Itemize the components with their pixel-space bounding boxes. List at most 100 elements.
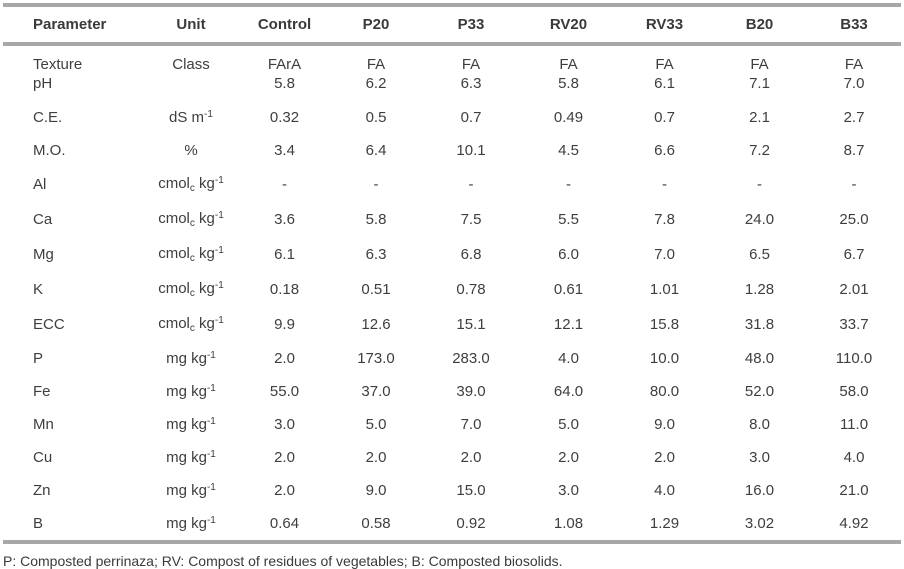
column-header-p20: P20 bbox=[362, 16, 390, 33]
value-cell-b33: - bbox=[851, 176, 857, 193]
parameter-cell: pH bbox=[33, 75, 53, 92]
column-header-b33: B33 bbox=[840, 16, 868, 33]
unit-superscript: -1 bbox=[214, 245, 224, 256]
value-cell-b33: FA bbox=[844, 56, 864, 73]
value-cell-b20: - bbox=[757, 176, 762, 193]
value-cell-control: 2.0 bbox=[274, 449, 295, 466]
value-cell-rv20: 12.1 bbox=[553, 316, 584, 333]
value-cell-p20: 0.51 bbox=[361, 281, 391, 298]
value-cell-b20: 6.5 bbox=[749, 246, 770, 263]
value-cell-b33: 11.0 bbox=[839, 416, 869, 433]
column-header-b20: B20 bbox=[745, 16, 774, 33]
value-cell-p33: 7.5 bbox=[460, 211, 482, 228]
value-cell-p20: 6.3 bbox=[365, 246, 387, 263]
value-cell-control: - bbox=[282, 176, 287, 193]
value-cell-rv33: 4.0 bbox=[654, 482, 675, 499]
value-cell-rv20: 5.0 bbox=[558, 416, 579, 433]
value-cell-b20: 24.0 bbox=[744, 211, 775, 228]
value-cell-p20: 0.5 bbox=[365, 109, 387, 126]
table-row-cu: Cu mg kg-1 2.0 2.0 2.0 2.0 2.0 3.0 4.0 bbox=[3, 441, 901, 474]
value-cell-rv20: 5.8 bbox=[558, 75, 579, 92]
unit-superscript: -1 bbox=[206, 383, 216, 394]
value-cell-rv20: 3.0 bbox=[558, 482, 579, 499]
value-cell-p33: 6.3 bbox=[460, 75, 482, 92]
parameter-cell: Mn bbox=[33, 416, 54, 433]
unit-subscript: c bbox=[189, 288, 195, 299]
value-cell-p20: 6.2 bbox=[365, 75, 387, 92]
value-cell-rv33: 1.29 bbox=[649, 515, 680, 532]
value-cell-p20: 9.0 bbox=[365, 482, 387, 499]
table-row-texture: Texture Class FArA FA FA FA FA FA FA bbox=[3, 44, 901, 74]
unit-superscript: -1 bbox=[206, 515, 216, 526]
value-cell-control: 9.9 bbox=[274, 316, 295, 333]
value-cell-b33: 4.92 bbox=[839, 515, 869, 532]
value-cell-b33: 8.7 bbox=[843, 142, 865, 159]
value-cell-b33: 2.7 bbox=[843, 109, 865, 126]
table-row-fe: Fe mg kg-1 55.0 37.0 39.0 64.0 80.0 52.0 58.0 bbox=[3, 375, 901, 408]
value-cell-p33: 2.0 bbox=[460, 449, 482, 466]
column-header-rv33: RV33 bbox=[645, 16, 684, 33]
value-cell-b20: 7.1 bbox=[749, 75, 770, 92]
table-header: Parameter Unit Control P20 P33 RV20 RV33 B20 B33 bbox=[3, 5, 901, 44]
unit-cell: cmolc kg-1 bbox=[158, 210, 224, 229]
unit-cell: Class bbox=[172, 56, 210, 73]
value-cell-rv33: 1.01 bbox=[649, 281, 680, 298]
value-cell-b20: 3.0 bbox=[749, 449, 770, 466]
value-cell-control: 55.0 bbox=[269, 383, 300, 400]
value-cell-rv33: - bbox=[662, 176, 667, 193]
value-cell-rv20: 4.0 bbox=[558, 350, 579, 367]
value-cell-rv20: 6.0 bbox=[558, 246, 579, 263]
value-cell-p20: 37.0 bbox=[361, 383, 391, 400]
value-cell-p33: FA bbox=[461, 56, 481, 73]
unit-cell bbox=[143, 74, 239, 101]
value-cell-p20: 0.58 bbox=[361, 515, 391, 532]
table-row-ecc: ECC cmolc kg-1 9.9 12.6 15.1 12.1 15.8 31.8 33.7 bbox=[3, 307, 901, 342]
value-cell-b20: 31.8 bbox=[744, 316, 775, 333]
value-cell-p20: 2.0 bbox=[365, 449, 387, 466]
value-cell-p33: 7.0 bbox=[460, 416, 482, 433]
column-header-control: Control bbox=[257, 16, 312, 33]
value-cell-p20: FA bbox=[366, 56, 386, 73]
unit-subscript: c bbox=[189, 218, 195, 229]
value-cell-p20: 5.0 bbox=[365, 416, 387, 433]
value-cell-control: 3.4 bbox=[274, 142, 295, 159]
value-cell-rv33: 80.0 bbox=[649, 383, 680, 400]
unit-superscript: -1 bbox=[206, 449, 216, 460]
table-footnote: P: Composted perrinaza; RV: Compost of r… bbox=[3, 553, 563, 569]
parameter-cell: C.E. bbox=[33, 109, 63, 126]
value-cell-rv33: 7.8 bbox=[654, 211, 675, 228]
value-cell-rv33: 15.8 bbox=[649, 316, 680, 333]
value-cell-b33: 7.0 bbox=[843, 75, 865, 92]
column-header-parameter: Parameter bbox=[33, 16, 107, 33]
value-cell-p33: 0.92 bbox=[456, 515, 486, 532]
value-cell-rv20: 0.61 bbox=[553, 281, 584, 298]
value-cell-control: 6.1 bbox=[274, 246, 295, 263]
value-cell-b20: 8.0 bbox=[749, 416, 770, 433]
value-cell-control: 0.32 bbox=[269, 109, 300, 126]
value-cell-rv33: 0.7 bbox=[654, 109, 675, 126]
value-cell-b20: 52.0 bbox=[744, 383, 775, 400]
unit-subscript: c bbox=[189, 323, 195, 334]
unit-cell: mg kg-1 bbox=[166, 482, 216, 499]
unit-cell: cmolc kg-1 bbox=[158, 315, 224, 334]
parameter-cell: B bbox=[33, 515, 44, 532]
table-row-ph: pH 5.8 6.2 6.3 5.8 6.1 7.1 7.0 bbox=[3, 74, 901, 101]
value-cell-p20: 173.0 bbox=[357, 350, 395, 367]
parameter-cell: Fe bbox=[33, 383, 51, 400]
parameter-cell: P bbox=[33, 350, 44, 367]
column-header-p33: P33 bbox=[457, 16, 485, 33]
value-cell-b33: 4.0 bbox=[843, 449, 865, 466]
value-cell-rv33: 6.6 bbox=[654, 142, 675, 159]
unit-cell: dS m-1 bbox=[169, 109, 213, 126]
value-cell-p33: 10.1 bbox=[456, 142, 486, 159]
unit-subscript: c bbox=[189, 253, 195, 264]
unit-cell: mg kg-1 bbox=[166, 416, 216, 433]
parameter-cell: Texture bbox=[33, 56, 83, 73]
value-cell-b20: FA bbox=[750, 56, 769, 73]
value-cell-rv20: 0.49 bbox=[553, 109, 584, 126]
unit-cell: cmolc kg-1 bbox=[158, 175, 224, 194]
value-cell-control: 3.0 bbox=[274, 416, 295, 433]
value-cell-rv20: FA bbox=[559, 56, 578, 73]
value-cell-b33: 6.7 bbox=[843, 246, 865, 263]
